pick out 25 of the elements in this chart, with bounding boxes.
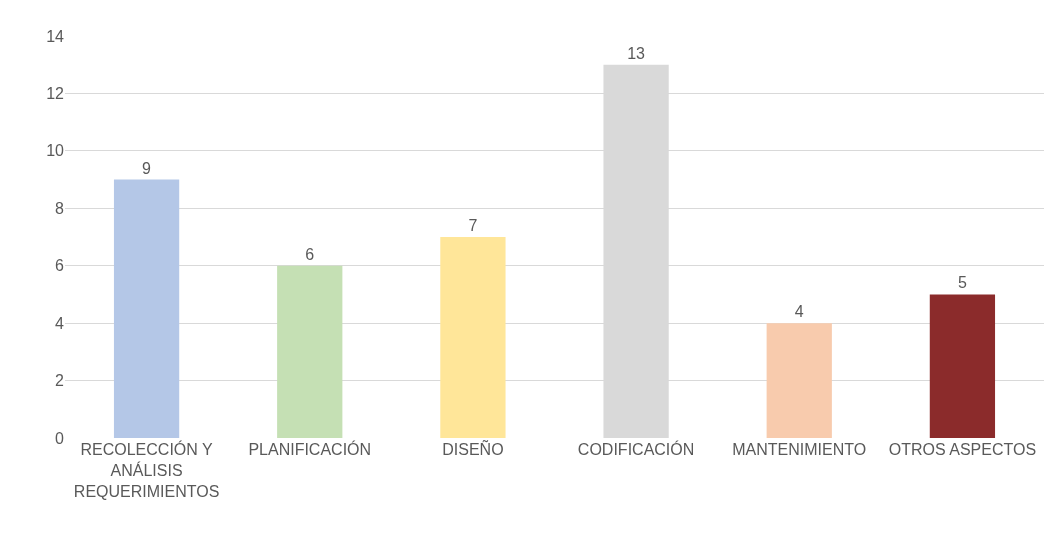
y-tick-label: 2 xyxy=(55,372,65,390)
bar xyxy=(440,237,506,438)
x-tick-label: RECOLECCIÓN Y ANÁLISIS REQUERIMIENTOS xyxy=(73,440,220,500)
data-label: 7 xyxy=(468,217,478,234)
x-tick-label: DISEÑO xyxy=(442,439,504,458)
y-tick-label: 6 xyxy=(55,257,65,275)
bar xyxy=(277,265,343,438)
y-tick-label: 4 xyxy=(55,314,65,332)
x-tick-label: CODIFICACIÓN xyxy=(577,440,695,458)
y-tick-label: 12 xyxy=(46,85,65,103)
x-tick-label: MANTENIMIENTO xyxy=(732,441,867,458)
data-label: 6 xyxy=(305,245,315,263)
data-label: 4 xyxy=(794,303,804,321)
y-tick-label: 14 xyxy=(46,27,65,45)
data-label: 13 xyxy=(627,44,646,62)
y-tick-label: 0 xyxy=(55,429,65,447)
data-label: 9 xyxy=(142,159,152,177)
x-tick-label: PLANIFICACIÓN xyxy=(248,440,372,458)
x-tick-label: OTROS ASPECTOS xyxy=(888,441,1037,458)
y-tick-label: 10 xyxy=(46,142,65,160)
bar xyxy=(929,294,996,438)
y-tick-label: 8 xyxy=(55,199,65,217)
data-label: 5 xyxy=(957,274,967,292)
bar xyxy=(766,323,832,438)
bar xyxy=(113,179,180,438)
